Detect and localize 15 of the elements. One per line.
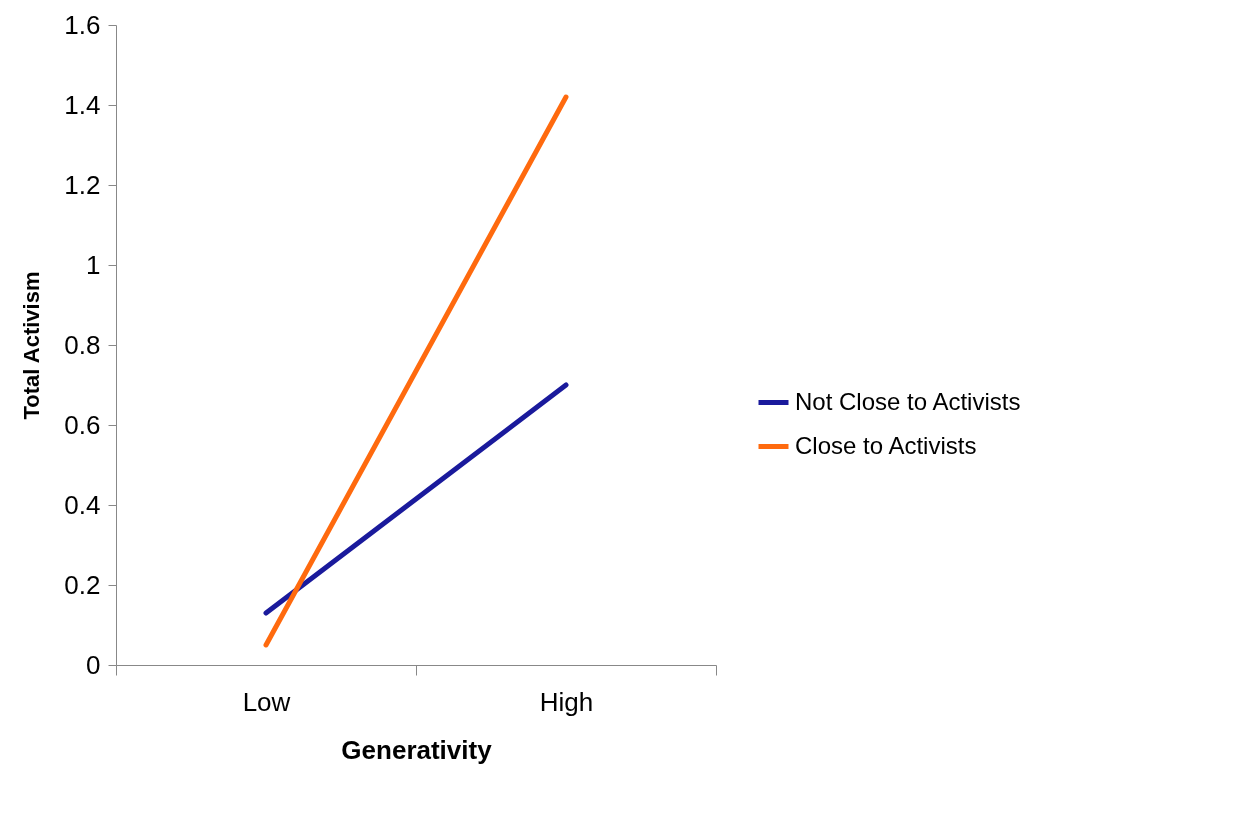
y-tick-label: 1 xyxy=(86,249,101,280)
y-tick-label: 0.6 xyxy=(64,409,101,440)
y-axis-title: Total Activism xyxy=(19,271,45,420)
y-tick-label: 1.2 xyxy=(64,169,101,200)
legend-label: Close to Activists xyxy=(795,431,977,459)
y-tick-label: 1.4 xyxy=(64,89,101,120)
y-tick-label: 0.4 xyxy=(64,489,101,520)
y-tick-label: 0.8 xyxy=(64,329,101,360)
y-tick-label: 0.2 xyxy=(64,569,101,600)
legend-label: Not Close to Activists xyxy=(795,387,1021,415)
x-tick-label: High xyxy=(539,686,594,717)
y-tick-label: 0 xyxy=(86,649,101,680)
x-axis-title: Generativity xyxy=(341,734,493,765)
y-tick-label: 1.6 xyxy=(64,9,101,40)
x-tick-label: Low xyxy=(242,686,291,717)
